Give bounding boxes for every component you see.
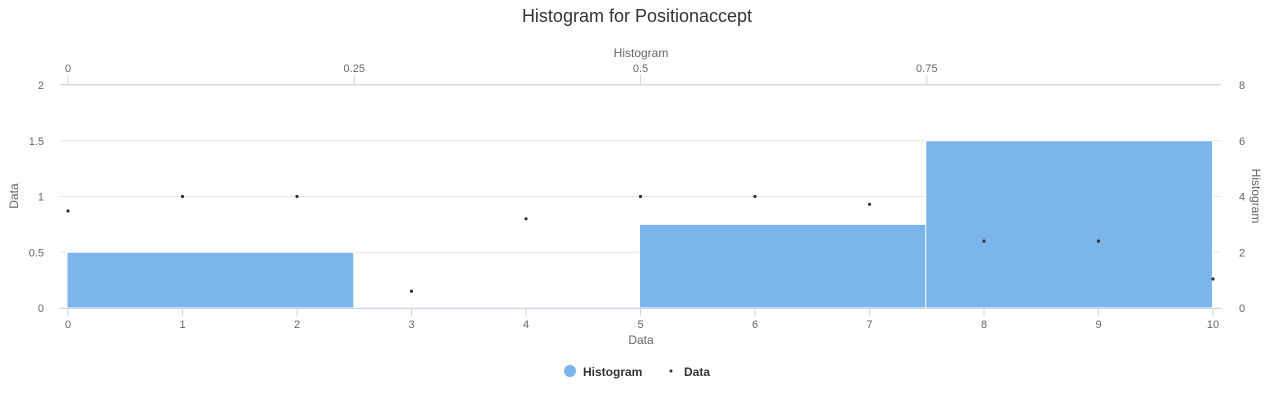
right-tick-label-2: 4 <box>1239 192 1245 204</box>
data-point-5 <box>638 194 643 199</box>
data-point-3 <box>409 289 414 293</box>
legend-item-data[interactable]: Data <box>669 365 711 379</box>
bottom-tick-label-0: 0 <box>65 319 71 331</box>
axes: 0 1 2 3 4 5 6 7 8 9 10 0 0.25 0.5 0.75 0 0.5 1 1.5 2 0 2 4 6 8 <box>29 63 1245 331</box>
left-axis-title: Data <box>7 183 21 209</box>
legend-item-histogram[interactable]: Histogram <box>564 365 642 379</box>
bottom-axis-title: Data <box>628 333 654 347</box>
bottom-tick-label-4: 4 <box>523 319 529 331</box>
left-tick-label-4: 2 <box>38 80 44 92</box>
bottom-tick-label-7: 7 <box>866 319 872 331</box>
legend-histogram-label: Histogram <box>583 365 642 379</box>
left-tick-label-0: 0 <box>38 303 44 315</box>
legend-data-label: Data <box>684 365 710 379</box>
data-point-8 <box>982 239 986 243</box>
histogram-bar-2 <box>639 223 927 309</box>
bottom-tick-label-8: 8 <box>981 319 987 331</box>
bottom-tick-label-10: 10 <box>1207 319 1219 331</box>
left-tick-label-2: 1 <box>38 192 44 204</box>
data-point-9 <box>1096 239 1101 243</box>
histogram-bars <box>66 140 1213 309</box>
data-point-1 <box>180 194 185 199</box>
left-tick-label-3: 1.5 <box>29 136 44 148</box>
top-tick-label-2: 0.5 <box>633 63 648 75</box>
data-point-6 <box>753 194 757 199</box>
right-tick-label-0: 0 <box>1239 303 1245 315</box>
histogram-bar-3 <box>925 140 1213 309</box>
bottom-tick-label-6: 6 <box>752 319 758 331</box>
chart-title: Histogram for Positionaccept <box>522 6 752 26</box>
right-tick-label-3: 6 <box>1239 136 1245 148</box>
top-tick-label-1: 0.25 <box>344 63 365 75</box>
bottom-tick-label-3: 3 <box>408 319 414 331</box>
bottom-tick-label-5: 5 <box>637 319 643 331</box>
bottom-tick-label-2: 2 <box>294 319 300 331</box>
right-axis-title: Histogram <box>1249 169 1263 224</box>
data-point-7 <box>867 202 872 206</box>
data-point-2 <box>295 194 299 199</box>
left-tick-label-1: 0.5 <box>29 247 44 259</box>
bottom-tick-label-9: 9 <box>1095 319 1101 331</box>
data-point-0 <box>66 209 70 213</box>
histogram-bar-0 <box>66 251 355 309</box>
legend: Histogram Data <box>564 365 710 379</box>
right-tick-label-1: 2 <box>1239 247 1245 259</box>
data-point-10 <box>1211 277 1215 281</box>
right-tick-label-4: 8 <box>1239 80 1245 92</box>
top-tick-label-0: 0 <box>65 63 71 75</box>
data-point-4 <box>524 217 528 221</box>
legend-histogram-swatch <box>564 365 576 377</box>
bottom-tick-label-1: 1 <box>179 319 185 331</box>
data-points <box>66 194 1215 293</box>
top-tick-label-3: 0.75 <box>916 63 937 75</box>
top-axis-title: Histogram <box>614 46 669 60</box>
legend-data-swatch <box>669 369 673 373</box>
